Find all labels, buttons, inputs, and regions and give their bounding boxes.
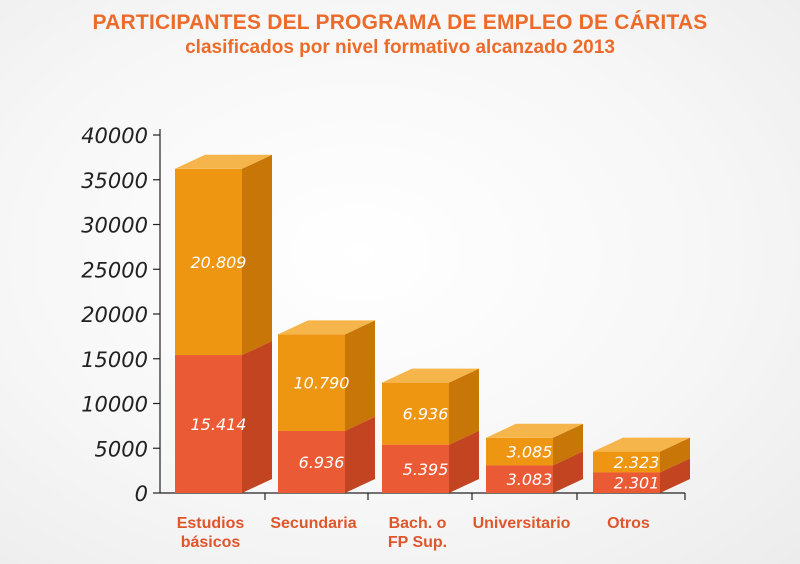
category-label: básicos [181,534,241,551]
bar-segment [175,355,242,493]
bar-segment [382,382,449,445]
y-tick-label: 0 [135,482,148,506]
bar-segment [382,444,449,493]
bar-segment-side [345,320,375,431]
chart-title: PARTICIPANTES DEL PROGRAMA DE EMPLEO DE … [92,11,708,34]
bar-value-label: 6.936 [403,405,449,424]
y-tick-label: 25000 [81,258,148,282]
category-label: FP Sup. [388,534,447,551]
bar-segment-side [660,437,690,473]
bar-segment-top [278,320,375,335]
bar-value-label: 20.809 [191,253,247,272]
y-tick-label: 5000 [95,437,148,461]
bar-value-label: 3.083 [507,470,553,489]
bar-segment-side [449,368,479,445]
bar-segment-side [242,154,272,356]
bar-segment-side [242,341,272,493]
bar-segment-top [593,437,690,452]
category-label: Otros [607,515,650,532]
bar-segment [593,451,660,473]
y-tick-label: 35000 [81,169,148,193]
bar-segment-side [553,451,583,493]
bar-segment-top [175,154,272,169]
y-tick-label: 40000 [81,124,148,148]
bar-segment-side [660,458,690,493]
bar-value-label: 3.085 [507,443,553,462]
chart-subtitle: clasificados por nivel formativo alcanza… [185,37,615,58]
category-label: Estudios [177,515,245,532]
y-tick-label: 30000 [81,214,148,238]
bar-segment [175,168,242,356]
y-tick-label: 15000 [81,348,148,372]
y-tick-label: 10000 [81,393,148,417]
bar-segment [278,334,345,431]
category-label: Universitario [473,515,571,532]
bar-value-label: 2.323 [614,453,660,472]
bar-segment-side [553,423,583,466]
bar-segment-top [382,368,479,383]
bar-segment-top [486,423,583,438]
bar-value-label: 5.395 [403,460,449,479]
category-label: Secundaria [270,515,356,532]
bar-segment [486,437,553,466]
category-label: Bach. o [389,515,447,532]
bar-value-label: 6.936 [299,453,345,472]
y-tick-label: 20000 [81,303,148,327]
bar-segment-side [345,416,375,493]
bar-segment [593,472,660,493]
bar-value-label: 10.790 [294,374,350,393]
chart-title-block: PARTICIPANTES DEL PROGRAMA DE EMPLEO DE … [0,10,800,60]
bar-value-label: 2.301 [614,474,660,493]
bar-segment-side [449,430,479,493]
bar-segment [278,430,345,493]
bar-value-label: 15.414 [191,415,247,434]
bar-segment [486,465,553,493]
